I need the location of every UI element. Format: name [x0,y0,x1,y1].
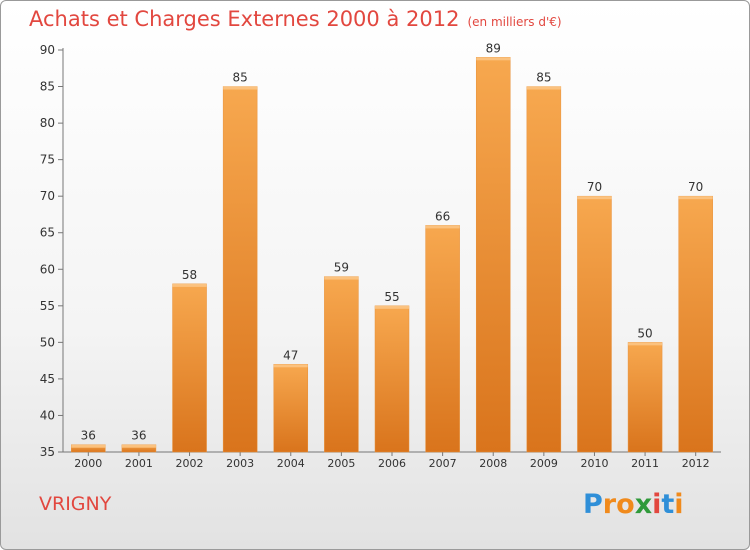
bar [425,225,460,453]
bar-highlight [273,364,308,368]
x-tick-label: 2010 [580,457,608,470]
logo-letter: x [634,489,653,520]
bar-highlight [71,444,106,448]
y-tick-label: 35 [40,445,55,459]
x-tick-label: 2009 [530,457,558,470]
bar-highlight [577,196,612,200]
bar-value-label: 36 [81,429,96,443]
y-tick-label: 45 [40,372,55,386]
bar [222,86,258,453]
bar-value-label: 58 [182,268,197,282]
bar-value-label: 66 [435,209,450,223]
bar-value-label: 59 [334,261,349,275]
bar [678,195,713,453]
bar-value-label: 36 [131,429,146,443]
bar [374,305,410,453]
x-tick-label: 2006 [378,457,406,470]
bar-highlight [425,225,460,229]
bar [475,57,511,453]
bar-highlight [223,86,258,90]
y-tick-label: 70 [40,189,55,203]
bar-highlight [628,342,663,346]
logo-letter: o [616,489,635,520]
bar [577,195,612,453]
bar-highlight [476,57,511,61]
bar-highlight [172,283,207,287]
x-tick-label: 2007 [429,457,457,470]
y-tick-label: 60 [40,262,55,276]
y-tick-label: 55 [40,299,55,313]
bar-highlight [678,196,713,200]
y-tick-label: 85 [40,80,55,94]
bar [526,86,562,453]
x-tick-label: 2008 [479,457,507,470]
y-tick-label: 80 [40,116,55,130]
x-tick-label: 2011 [631,457,659,470]
chart-title-text: Achats et Charges Externes 2000 à 2012 [29,7,460,31]
logo-letter: P [583,489,603,520]
y-tick-label: 50 [40,335,55,349]
bar-highlight [324,276,359,280]
bar [172,283,207,453]
y-tick-label: 65 [40,226,55,240]
bar-value-label: 85 [536,71,551,85]
logo-letter: i [674,489,684,520]
bar-value-label: 89 [486,41,501,55]
place-name: VRIGNY [39,493,112,515]
bar-highlight [526,86,561,90]
chart-title: Achats et Charges Externes 2000 à 2012 (e… [29,7,562,31]
logo-letter: i [652,489,662,520]
bar-value-label: 70 [587,180,602,194]
y-tick-label: 75 [40,153,55,167]
bar-value-label: 85 [233,71,248,85]
y-tick-label: 40 [40,408,55,422]
bar-highlight [375,305,409,309]
bar-value-label: 50 [637,326,652,340]
bar [324,276,359,453]
x-tick-label: 2001 [125,457,153,470]
bar-highlight [121,444,156,448]
x-tick-label: 2004 [277,457,305,470]
bar-value-label: 55 [384,290,399,304]
bar [273,364,309,453]
x-tick-label: 2002 [176,457,204,470]
bar-value-label: 47 [283,348,298,362]
x-tick-label: 2000 [74,457,102,470]
x-tick-label: 2012 [682,457,710,470]
y-tick-label: 90 [40,43,55,57]
x-tick-label: 2005 [327,457,355,470]
chart-unit-label: (en milliers d'€) [467,15,562,29]
x-tick-label: 2003 [226,457,254,470]
bar [627,342,663,453]
logo-letter: t [661,489,675,520]
proxiti-logo: Proxiti [583,489,684,520]
logo-letter: r [602,489,617,520]
bar-value-label: 70 [688,180,703,194]
